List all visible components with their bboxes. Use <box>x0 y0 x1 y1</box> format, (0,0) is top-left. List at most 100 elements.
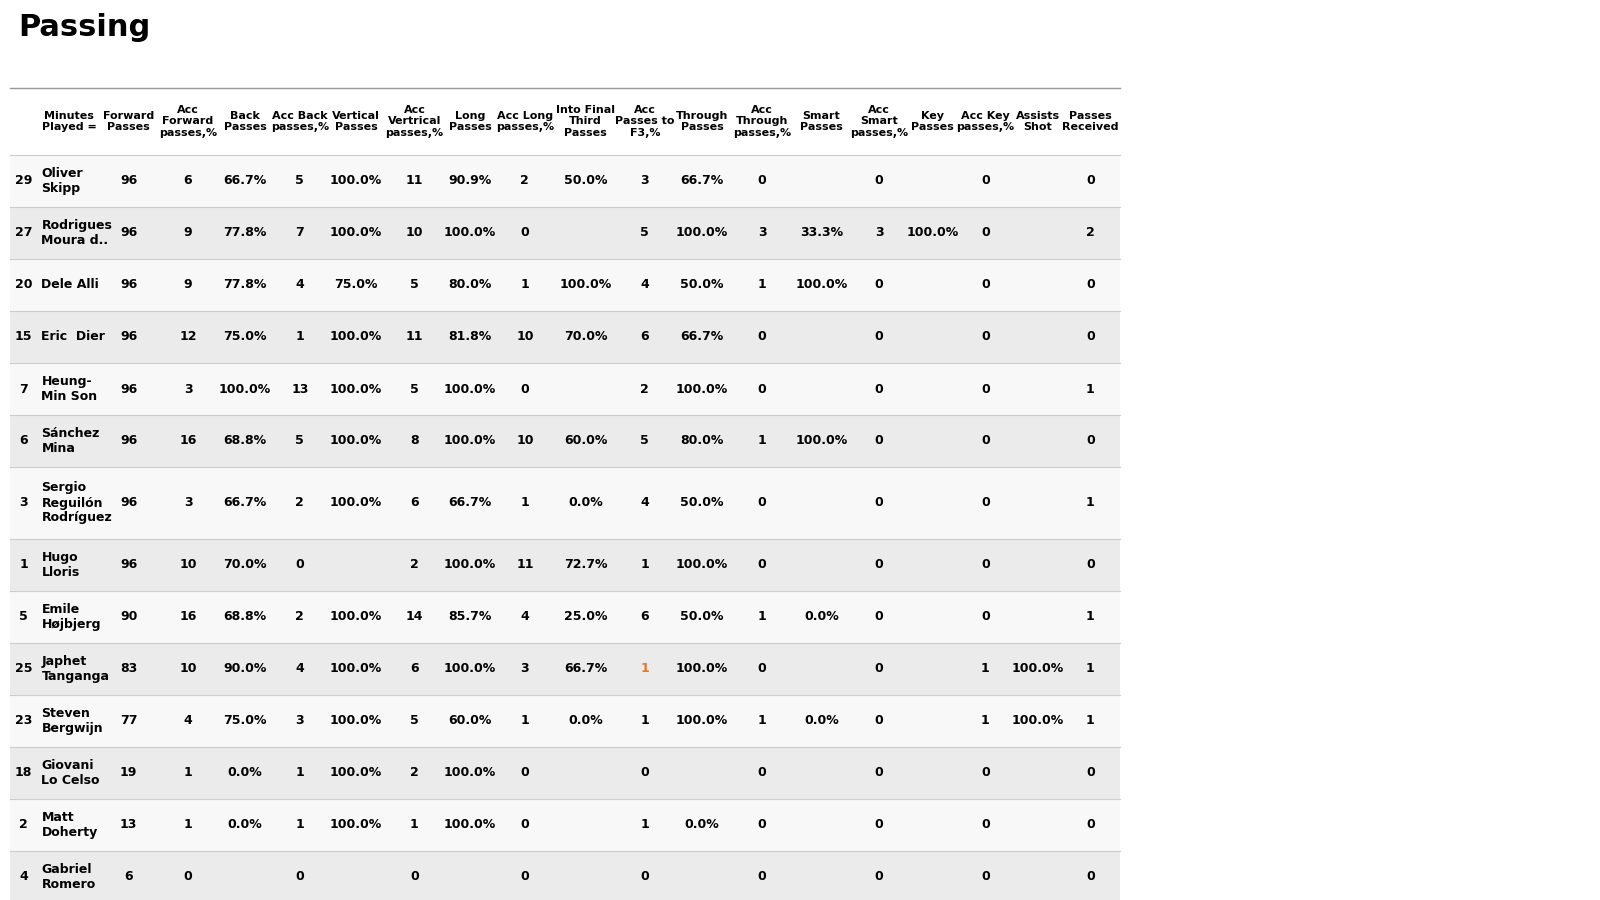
Text: 66.7%: 66.7% <box>680 330 723 344</box>
Text: 1: 1 <box>758 435 766 447</box>
Text: 2: 2 <box>296 610 304 624</box>
Text: 0: 0 <box>410 870 419 884</box>
Text: 0: 0 <box>981 278 990 292</box>
Text: 96: 96 <box>120 559 138 572</box>
Text: 11: 11 <box>406 175 422 187</box>
Text: 0: 0 <box>520 870 530 884</box>
Text: 66.7%: 66.7% <box>563 662 606 676</box>
Text: Acc
Forward
passes,%: Acc Forward passes,% <box>158 105 218 138</box>
Text: Acc Back
passes,%: Acc Back passes,% <box>270 111 330 132</box>
Text: Passes
Received: Passes Received <box>1062 111 1118 132</box>
Text: Back
Passes: Back Passes <box>224 111 267 132</box>
Text: 100.0%: 100.0% <box>443 435 496 447</box>
Text: 5: 5 <box>296 175 304 187</box>
Text: 100.0%: 100.0% <box>330 610 382 624</box>
Text: 100.0%: 100.0% <box>219 382 270 395</box>
Text: 11: 11 <box>517 559 533 572</box>
Text: 0: 0 <box>520 382 530 395</box>
Text: 100.0%: 100.0% <box>330 435 382 447</box>
Text: 96: 96 <box>120 382 138 395</box>
Text: 0: 0 <box>981 227 990 239</box>
Text: Acc Key
passes,%: Acc Key passes,% <box>957 111 1014 132</box>
Text: 19: 19 <box>120 767 138 779</box>
Text: 4: 4 <box>520 610 530 624</box>
Text: 0: 0 <box>758 818 766 832</box>
Text: 0: 0 <box>1086 175 1094 187</box>
Text: Matt
Doherty: Matt Doherty <box>42 811 98 839</box>
Text: 0: 0 <box>640 870 650 884</box>
Text: 9: 9 <box>184 278 192 292</box>
Text: Sánchez
Mina: Sánchez Mina <box>42 427 99 455</box>
Text: 0: 0 <box>981 559 990 572</box>
Text: 0: 0 <box>758 870 766 884</box>
Text: Heung-
Min Son: Heung- Min Son <box>42 375 98 403</box>
Text: Giovani
Lo Celso: Giovani Lo Celso <box>42 759 99 787</box>
Text: Minutes
Played =: Minutes Played = <box>42 111 96 132</box>
Text: 66.7%: 66.7% <box>224 497 267 509</box>
Text: Acc
Passes to
F3,%: Acc Passes to F3,% <box>614 105 675 138</box>
Text: Gabriel
Romero: Gabriel Romero <box>42 863 96 891</box>
Text: 0: 0 <box>520 227 530 239</box>
Text: 11: 11 <box>406 330 422 344</box>
Text: 100.0%: 100.0% <box>330 818 382 832</box>
Text: 96: 96 <box>120 330 138 344</box>
Text: 100.0%: 100.0% <box>443 767 496 779</box>
Text: 0: 0 <box>875 715 883 727</box>
Text: 100.0%: 100.0% <box>330 330 382 344</box>
Text: 9: 9 <box>184 227 192 239</box>
Text: 0: 0 <box>875 497 883 509</box>
Text: Acc
Vertrical
passes,%: Acc Vertrical passes,% <box>386 105 443 138</box>
Text: 13: 13 <box>120 818 138 832</box>
Text: 3: 3 <box>184 382 192 395</box>
Text: 1: 1 <box>1086 715 1094 727</box>
Text: Acc Long
passes,%: Acc Long passes,% <box>496 111 554 132</box>
Text: 0.0%: 0.0% <box>568 497 603 509</box>
Text: 25: 25 <box>14 662 32 676</box>
Text: 80.0%: 80.0% <box>448 278 491 292</box>
Text: 77.8%: 77.8% <box>224 227 267 239</box>
Text: 33.3%: 33.3% <box>800 227 843 239</box>
Text: 0: 0 <box>875 278 883 292</box>
Text: 12: 12 <box>179 330 197 344</box>
Text: 0.0%: 0.0% <box>805 610 838 624</box>
Text: 3: 3 <box>758 227 766 239</box>
Text: 0: 0 <box>640 767 650 779</box>
Text: 80.0%: 80.0% <box>680 435 723 447</box>
Text: 6: 6 <box>410 497 419 509</box>
Text: Acc
Smart
passes,%: Acc Smart passes,% <box>850 105 909 138</box>
Text: 0: 0 <box>981 870 990 884</box>
Text: Acc
Through
passes,%: Acc Through passes,% <box>733 105 792 138</box>
Text: 0: 0 <box>875 559 883 572</box>
Text: 3: 3 <box>640 175 650 187</box>
Text: Passing: Passing <box>18 13 150 42</box>
Text: 60.0%: 60.0% <box>563 435 608 447</box>
Text: 100.0%: 100.0% <box>675 559 728 572</box>
Text: 0: 0 <box>981 382 990 395</box>
Text: Vertical
Passes: Vertical Passes <box>333 111 379 132</box>
Text: 1: 1 <box>1086 497 1094 509</box>
Text: Dele Alli: Dele Alli <box>42 278 99 292</box>
Text: 72.7%: 72.7% <box>563 559 608 572</box>
Text: 81.8%: 81.8% <box>448 330 491 344</box>
Text: 100.0%: 100.0% <box>795 278 848 292</box>
Text: 1: 1 <box>640 818 650 832</box>
Text: 3: 3 <box>875 227 883 239</box>
Text: 0: 0 <box>758 767 766 779</box>
Text: 2: 2 <box>19 818 29 832</box>
Text: 0: 0 <box>758 330 766 344</box>
Text: 4: 4 <box>19 870 29 884</box>
Text: 0: 0 <box>1086 818 1094 832</box>
Text: 0: 0 <box>758 497 766 509</box>
Text: 50.0%: 50.0% <box>680 610 723 624</box>
Text: 1: 1 <box>758 715 766 727</box>
Text: 0: 0 <box>758 559 766 572</box>
Text: 1: 1 <box>1086 662 1094 676</box>
Text: 100.0%: 100.0% <box>795 435 848 447</box>
Text: 100.0%: 100.0% <box>330 382 382 395</box>
Text: 4: 4 <box>640 497 650 509</box>
Text: 1: 1 <box>758 610 766 624</box>
Text: 3: 3 <box>296 715 304 727</box>
Text: Long
Passes: Long Passes <box>448 111 491 132</box>
Text: 0.0%: 0.0% <box>805 715 838 727</box>
Text: 10: 10 <box>517 330 533 344</box>
